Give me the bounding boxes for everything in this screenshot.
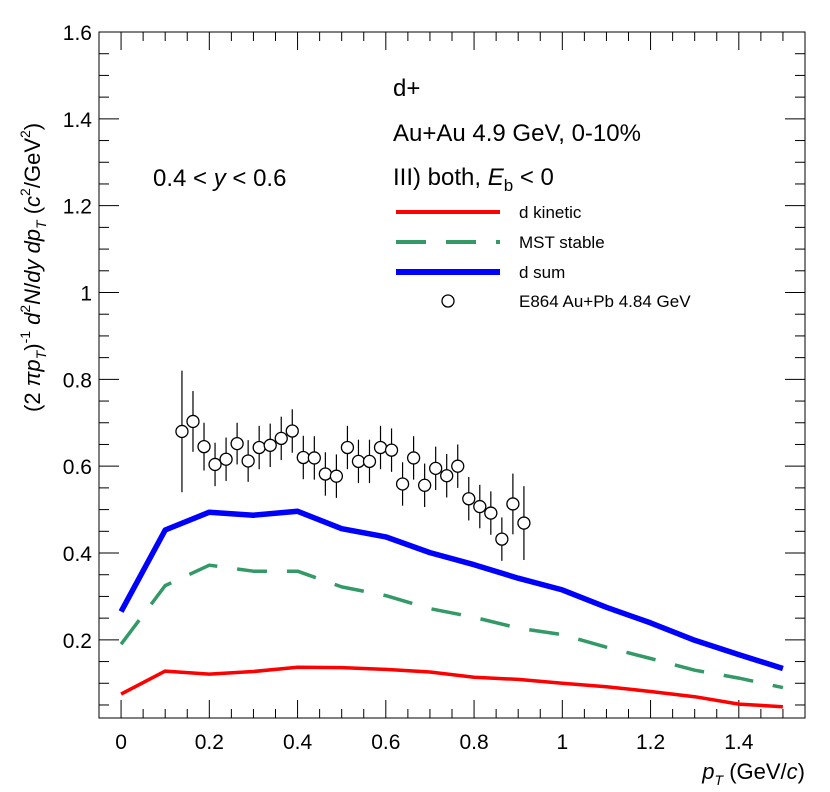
x-tick-label: 0	[115, 731, 127, 754]
legend: d kinetic MST stable d sum E864 Au+Pb 4.…	[396, 203, 691, 311]
data-point	[286, 409, 298, 452]
data-point	[209, 443, 221, 486]
data-marker	[187, 415, 199, 427]
data-marker	[463, 493, 475, 505]
x-tick-label: 1.2	[636, 731, 665, 754]
data-marker	[341, 442, 353, 454]
data-point	[419, 464, 431, 507]
series-layer	[121, 511, 783, 706]
y-tick-label: 0.8	[63, 369, 92, 392]
data-point	[198, 423, 210, 471]
data-marker	[297, 451, 309, 463]
data-marker	[386, 444, 398, 456]
data-point	[187, 391, 199, 452]
data-point	[397, 462, 409, 505]
data-point	[441, 454, 453, 497]
data-marker	[375, 442, 387, 454]
data-marker	[264, 439, 276, 451]
data-point	[341, 426, 353, 469]
scenario-annotation: III) both, Eb < 0	[393, 164, 554, 195]
data-point	[319, 452, 331, 495]
data-point	[463, 477, 475, 520]
data-point	[485, 491, 497, 534]
data-marker	[220, 453, 232, 465]
x-tick-label: 0.2	[195, 731, 224, 754]
data-marker	[308, 452, 320, 464]
data-marker	[253, 442, 265, 454]
data-marker	[408, 452, 420, 464]
data-marker	[176, 425, 188, 437]
data-marker	[452, 460, 464, 472]
data-marker	[330, 470, 342, 482]
particle-annotation: d+	[393, 75, 420, 102]
data-point	[176, 371, 188, 493]
data-point	[496, 517, 508, 560]
legend-label-d-kinetic: d kinetic	[519, 203, 582, 222]
data-marker	[441, 470, 453, 482]
data-point	[408, 436, 420, 479]
data-marker	[198, 441, 210, 453]
y-tick-label: 1.2	[63, 196, 92, 219]
data-point	[507, 474, 519, 535]
data-marker	[430, 462, 442, 474]
x-axis-title: pT (GeV/c)	[701, 759, 805, 788]
data-point	[430, 447, 442, 490]
data-marker	[496, 533, 508, 545]
data-point	[386, 428, 398, 471]
data-point	[264, 424, 276, 467]
x-tick-label: 0.8	[459, 731, 488, 754]
y-axis-title: (2 πpT)-1 d2N/dy dpT (c2/GeV2)	[17, 123, 49, 412]
data-point	[242, 440, 254, 482]
data-point	[330, 454, 342, 497]
data-marker	[231, 438, 243, 450]
data-marker	[209, 458, 221, 470]
data-point	[308, 436, 320, 479]
y-tick-label: 1	[80, 283, 92, 306]
data-point	[253, 426, 265, 469]
data-marker	[275, 432, 287, 444]
legend-label-mst-stable: MST stable	[519, 233, 605, 252]
legend-swatch-e864	[442, 295, 454, 307]
x-tick-labels: 0 0.2 0.4 0.6 0.8 1 1.2 1.4	[115, 731, 754, 754]
data-point	[231, 423, 243, 465]
data-point	[452, 444, 464, 487]
y-tick-label: 0.2	[63, 630, 92, 653]
data-point	[352, 440, 364, 483]
x-tick-label: 1	[556, 731, 568, 754]
series-line-d-kinetic	[121, 667, 783, 707]
data-point	[297, 436, 309, 479]
system-annotation: Au+Au 4.9 GeV, 0-10%	[393, 120, 641, 147]
data-point	[474, 485, 486, 528]
data-marker	[286, 425, 298, 437]
data-point	[363, 440, 375, 483]
data-marker	[518, 517, 530, 529]
data-point	[220, 438, 232, 481]
data-marker	[319, 468, 331, 480]
y-tick-labels: 0.2 0.4 0.6 0.8 1 1.2 1.4 1.6	[63, 22, 93, 653]
data-point	[275, 417, 287, 460]
chart-figure: 0 0.2 0.4 0.6 0.8 1 1.2 1.4 0.2 0.4 0.6 0.8 1 1.2 1.4…	[0, 0, 830, 792]
data-marker	[419, 479, 431, 491]
x-tick-label: 0.6	[371, 731, 400, 754]
data-marker	[242, 455, 254, 467]
y-tick-label: 1.6	[63, 22, 92, 45]
x-tick-label: 0.4	[283, 731, 313, 754]
data-point	[375, 426, 387, 469]
legend-label-d-sum: d sum	[519, 263, 565, 282]
y-tick-label: 1.4	[63, 109, 93, 132]
series-line-mst-stable	[121, 565, 783, 687]
y-tick-label: 0.6	[63, 456, 92, 479]
data-point	[518, 486, 530, 560]
data-marker	[485, 507, 497, 519]
rapidity-annotation: 0.4 < y < 0.6	[153, 165, 286, 192]
data-marker	[397, 478, 409, 490]
y-tick-label: 0.4	[63, 543, 93, 566]
x-tick-label: 1.4	[724, 731, 754, 754]
legend-label-e864: E864 Au+Pb 4.84 GeV	[519, 292, 691, 311]
data-marker	[474, 501, 486, 513]
data-marker	[352, 455, 364, 467]
series-line-d-sum	[121, 511, 783, 668]
data-marker	[507, 498, 519, 510]
data-marker	[363, 455, 375, 467]
